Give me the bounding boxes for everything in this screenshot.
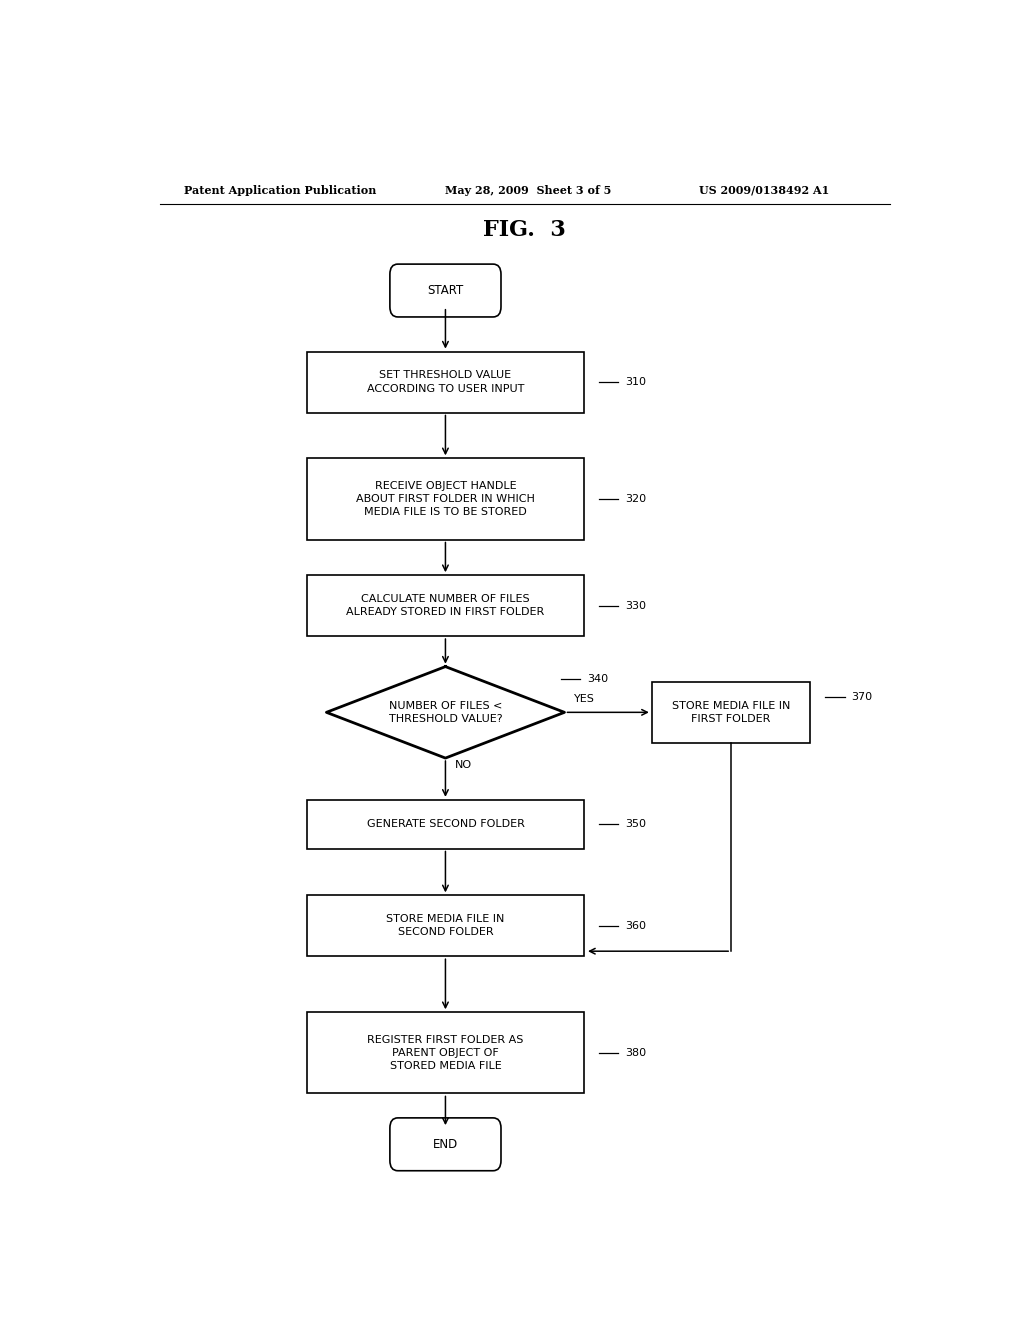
- Text: STORE MEDIA FILE IN
SECOND FOLDER: STORE MEDIA FILE IN SECOND FOLDER: [386, 915, 505, 937]
- Text: GENERATE SECOND FOLDER: GENERATE SECOND FOLDER: [367, 820, 524, 829]
- FancyBboxPatch shape: [306, 351, 585, 412]
- Text: 340: 340: [587, 673, 608, 684]
- FancyBboxPatch shape: [652, 682, 811, 743]
- FancyBboxPatch shape: [306, 895, 585, 956]
- Text: CALCULATE NUMBER OF FILES
ALREADY STORED IN FIRST FOLDER: CALCULATE NUMBER OF FILES ALREADY STORED…: [346, 594, 545, 618]
- Text: SET THRESHOLD VALUE
ACCORDING TO USER INPUT: SET THRESHOLD VALUE ACCORDING TO USER IN…: [367, 371, 524, 393]
- FancyBboxPatch shape: [390, 264, 501, 317]
- FancyBboxPatch shape: [306, 458, 585, 540]
- Text: REGISTER FIRST FOLDER AS
PARENT OBJECT OF
STORED MEDIA FILE: REGISTER FIRST FOLDER AS PARENT OBJECT O…: [368, 1035, 523, 1071]
- Text: May 28, 2009  Sheet 3 of 5: May 28, 2009 Sheet 3 of 5: [445, 185, 611, 195]
- FancyBboxPatch shape: [306, 576, 585, 636]
- Text: 320: 320: [625, 494, 646, 504]
- Text: Patent Application Publication: Patent Application Publication: [183, 185, 376, 195]
- FancyBboxPatch shape: [390, 1118, 501, 1171]
- Text: 330: 330: [625, 601, 646, 611]
- Text: US 2009/0138492 A1: US 2009/0138492 A1: [699, 185, 829, 195]
- Text: 360: 360: [625, 921, 646, 931]
- Text: NO: NO: [455, 760, 472, 771]
- Text: 310: 310: [625, 378, 646, 387]
- FancyBboxPatch shape: [306, 800, 585, 849]
- Text: YES: YES: [574, 694, 595, 704]
- Text: END: END: [433, 1138, 458, 1151]
- Text: 380: 380: [625, 1048, 646, 1057]
- Polygon shape: [327, 667, 564, 758]
- Text: 350: 350: [625, 820, 646, 829]
- FancyBboxPatch shape: [306, 1012, 585, 1093]
- Text: START: START: [427, 284, 464, 297]
- Text: FIG.  3: FIG. 3: [483, 219, 566, 242]
- Text: NUMBER OF FILES <
THRESHOLD VALUE?: NUMBER OF FILES < THRESHOLD VALUE?: [389, 701, 502, 723]
- Text: 370: 370: [851, 692, 872, 702]
- Text: RECEIVE OBJECT HANDLE
ABOUT FIRST FOLDER IN WHICH
MEDIA FILE IS TO BE STORED: RECEIVE OBJECT HANDLE ABOUT FIRST FOLDER…: [356, 480, 535, 517]
- Text: STORE MEDIA FILE IN
FIRST FOLDER: STORE MEDIA FILE IN FIRST FOLDER: [672, 701, 791, 723]
